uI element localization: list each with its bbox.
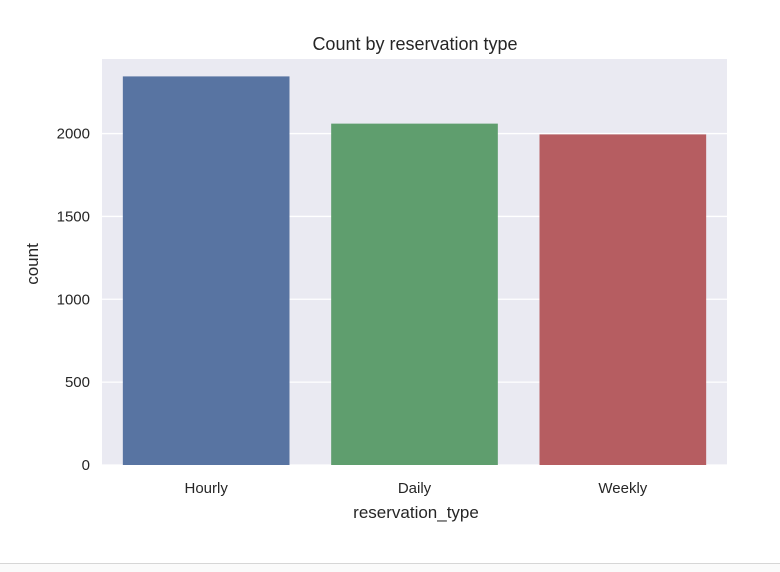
x-tick-label: Daily bbox=[398, 480, 432, 497]
y-axis-label: count bbox=[23, 243, 42, 285]
x-tick-label: Weekly bbox=[598, 480, 647, 497]
y-tick-label: 2000 bbox=[57, 126, 90, 143]
bar-hourly bbox=[122, 76, 290, 466]
x-tick-labels: Hourly Daily Weekly bbox=[184, 480, 647, 497]
bar-daily bbox=[331, 123, 498, 465]
y-tick-labels: 0 500 1000 1500 2000 bbox=[57, 126, 90, 474]
y-tick-label: 0 bbox=[82, 457, 90, 474]
x-axis-label: reservation_type bbox=[353, 503, 479, 522]
x-tick-label: Hourly bbox=[184, 480, 228, 497]
cell-divider bbox=[0, 563, 780, 572]
y-tick-label: 1500 bbox=[57, 208, 90, 225]
y-tick-label: 500 bbox=[65, 374, 90, 391]
bar-weekly bbox=[539, 134, 707, 465]
chart-title: Count by reservation type bbox=[312, 34, 517, 54]
y-tick-label: 1000 bbox=[57, 291, 90, 308]
bars bbox=[122, 76, 707, 466]
